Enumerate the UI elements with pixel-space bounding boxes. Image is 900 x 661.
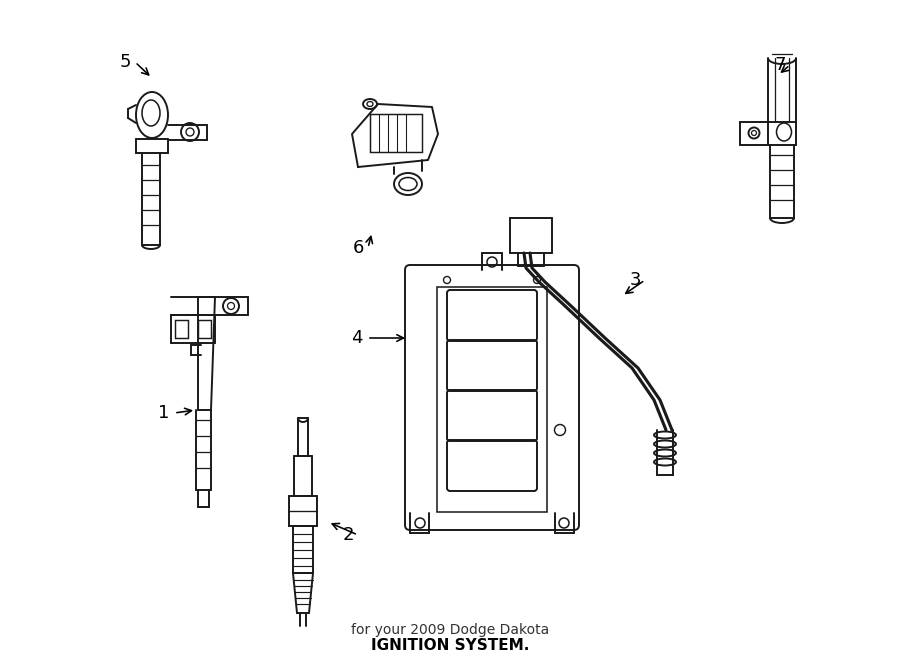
Bar bbox=[437, 287, 547, 512]
Bar bbox=[198, 320, 211, 338]
Text: 3: 3 bbox=[629, 271, 641, 289]
Bar bbox=[370, 114, 422, 152]
Text: 1: 1 bbox=[158, 404, 170, 422]
Text: 4: 4 bbox=[351, 329, 363, 347]
Text: for your 2009 Dodge Dakota: for your 2009 Dodge Dakota bbox=[351, 623, 549, 637]
Text: 2: 2 bbox=[342, 526, 354, 544]
Text: IGNITION SYSTEM.: IGNITION SYSTEM. bbox=[371, 637, 529, 652]
Text: 7: 7 bbox=[774, 56, 786, 74]
Text: 5: 5 bbox=[119, 53, 130, 71]
Text: 6: 6 bbox=[352, 239, 364, 257]
Bar bbox=[175, 320, 188, 338]
